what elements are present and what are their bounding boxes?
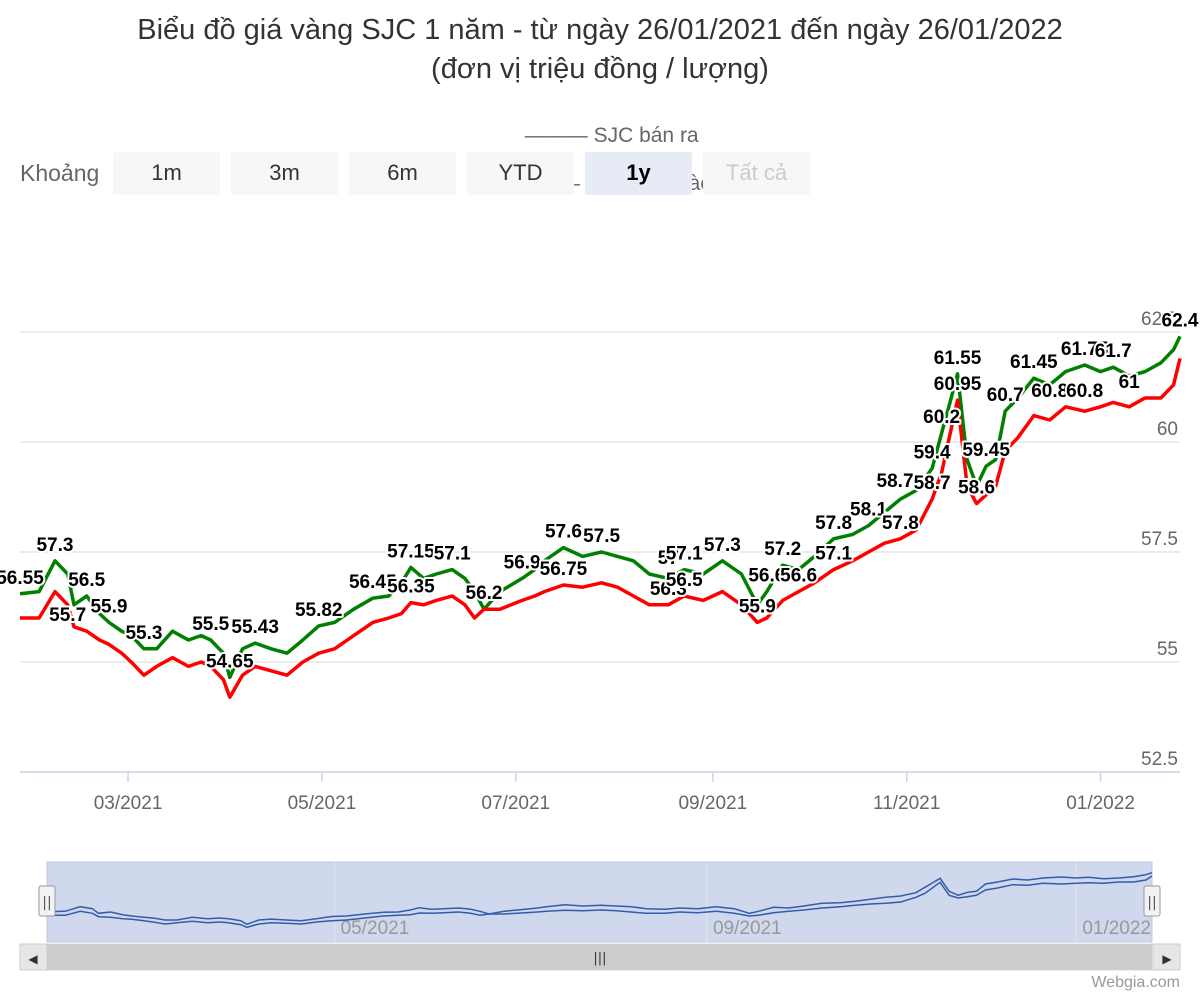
navigator-tick-label: 01/2022	[1082, 918, 1151, 939]
data-label: 61.7	[1095, 341, 1132, 362]
range-button-3m[interactable]: 3m	[231, 152, 338, 195]
range-button-1y[interactable]: 1y	[585, 152, 692, 195]
data-label: 56.75	[540, 559, 588, 580]
data-label: 57.5	[583, 526, 620, 547]
data-label: 56.35	[387, 577, 435, 598]
x-tick-label: 05/2021	[288, 793, 357, 814]
legend-label-sell: SJC bán ra	[593, 124, 699, 147]
data-labels: 56.55 57.3 55.7 56.5 55.9 55.3 55.5 54.65 55.43 5…	[0, 308, 1200, 674]
y-tick-label: 55	[1157, 639, 1178, 660]
legend-swatch-sell: ———	[524, 124, 594, 147]
navigator-handle-right[interactable]	[1143, 885, 1161, 917]
x-axis: 03/2021 05/2021 07/2021 09/2021 11/2021 01/20…	[20, 771, 1180, 814]
data-label: 62.4	[1162, 310, 1199, 331]
data-label: 56.5	[68, 570, 105, 591]
range-button-all: Tất cả	[703, 152, 810, 195]
data-label: 57	[658, 548, 679, 569]
data-label: 57.8	[882, 513, 919, 534]
chart-title: Biểu đồ giá vàng SJC 1 năm - từ ngày 26/…	[137, 14, 1063, 46]
data-label: 55.43	[231, 617, 279, 638]
data-label: 57.1	[434, 544, 471, 565]
scrollbar-right-button[interactable]	[1152, 943, 1181, 971]
x-tick-label: 07/2021	[481, 793, 550, 814]
scrollbar-left-button[interactable]	[19, 943, 48, 971]
data-label: 60.8	[1066, 381, 1103, 402]
data-label: 57.15	[387, 541, 435, 562]
data-label: 60.7	[987, 385, 1024, 406]
navigator-line-buy	[47, 875, 1153, 929]
chart-subtitle: (đơn vị triệu đồng / lượng)	[431, 53, 769, 85]
data-label: 61	[1119, 372, 1141, 393]
scrollbar-thumb[interactable]	[47, 944, 1152, 970]
navigator-line-sell	[46, 871, 1153, 926]
data-label: 55.3	[125, 623, 162, 644]
legend-item-sell[interactable]: ——— SJC bán ra	[501, 124, 699, 171]
series-lines	[19, 335, 1182, 699]
range-selector-label: Khoảng	[20, 160, 100, 186]
range-button-ytd[interactable]: YTD	[467, 152, 574, 195]
y-axis-labels: 52.5 55 57.5 60 62.5	[1141, 309, 1178, 770]
data-label: 56.45	[349, 572, 397, 593]
x-tick-label: 03/2021	[94, 793, 163, 814]
data-label: 59.4	[914, 442, 951, 463]
navigator-handle-grip: ||	[42, 895, 51, 911]
data-label: 57.2	[764, 539, 801, 560]
data-label: 58.75	[877, 471, 925, 492]
data-label: 55.9	[739, 596, 776, 617]
data-label: 57.3	[36, 535, 73, 556]
data-label: 55.82	[295, 600, 343, 621]
data-label: 58.7	[914, 473, 951, 494]
navigator[interactable]: 05/2021 09/2021 01/2022 || || ◀ ▶ |||	[19, 861, 1181, 971]
data-label: 61.75	[1061, 339, 1109, 360]
y-tick-label: 62.5	[1141, 309, 1178, 330]
data-label: 58.6	[958, 478, 995, 499]
navigator-tick-label: 09/2021	[713, 918, 782, 939]
data-label: 58.1	[850, 500, 887, 521]
y-tick-label: 57.5	[1141, 529, 1178, 550]
data-label: 56.55	[0, 568, 44, 589]
data-label: 57.3	[704, 535, 741, 556]
data-label: 55.7	[49, 605, 86, 626]
credit-link[interactable]: Webgia.com	[1091, 974, 1180, 991]
scroll-left-icon: ◀	[28, 952, 38, 966]
data-label: 56.9	[504, 552, 541, 573]
data-label: 59.45	[962, 440, 1010, 461]
data-label: 56.5	[666, 570, 703, 591]
navigator-mask	[46, 861, 1153, 943]
data-label: 55.9	[90, 596, 127, 617]
y-tick-label: 52.5	[1141, 749, 1178, 770]
data-label: 60.8	[1031, 381, 1068, 402]
x-tick-label: 09/2021	[678, 793, 747, 814]
series-line-buy	[20, 357, 1182, 699]
data-label: 56.6	[748, 566, 785, 587]
data-label: 56.2	[466, 583, 503, 604]
series-line-sell	[19, 335, 1182, 680]
x-tick-label: 01/2022	[1066, 793, 1135, 814]
data-label: 57.1	[666, 544, 703, 565]
range-button-6m[interactable]: 6m	[349, 152, 456, 195]
data-label: 61.45	[1010, 352, 1058, 373]
scroll-right-icon: ▶	[1162, 952, 1172, 966]
y-tick-label: 60	[1157, 419, 1178, 440]
data-label: 57.1	[815, 544, 852, 565]
data-label: 60.2	[923, 407, 960, 428]
x-tick-label: 11/2021	[873, 793, 940, 814]
data-label: 54.65	[206, 651, 254, 672]
data-label: 56.3	[650, 579, 687, 600]
data-label: 56.6	[780, 566, 817, 587]
scrollbar-grip-icon: |||	[593, 951, 606, 966]
data-label: 55.5	[192, 614, 229, 635]
data-label: 57.6	[545, 522, 582, 543]
data-label: 61.55	[934, 348, 982, 369]
navigator-handle-grip: ||	[1147, 895, 1156, 911]
data-label: 60.95	[934, 374, 982, 395]
navigator-tick-label: 05/2021	[341, 918, 410, 939]
data-label: 57.8	[815, 513, 852, 534]
navigator-handle-left[interactable]	[38, 885, 56, 917]
range-button-1m[interactable]: 1m	[113, 152, 220, 195]
